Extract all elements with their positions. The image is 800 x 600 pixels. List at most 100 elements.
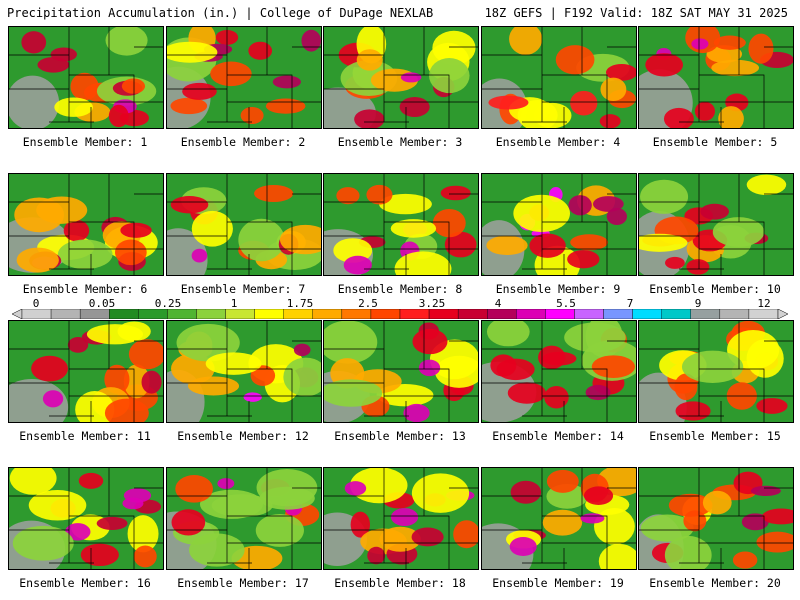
precip-map-panel (166, 173, 322, 276)
precip-map-panel (638, 173, 794, 276)
precip-cell (412, 328, 448, 355)
precip-field (324, 468, 478, 569)
dry-region (9, 378, 69, 422)
precip-cell (712, 217, 765, 247)
precip-cell (78, 472, 104, 489)
precip-cell (210, 61, 252, 87)
ensemble-member-label: Ensemble Member: 12 (177, 429, 309, 443)
precip-cell (681, 350, 744, 384)
precip-cell (75, 391, 115, 422)
precip-cell (279, 224, 321, 255)
precip-cell (108, 104, 129, 128)
precip-cell (141, 370, 162, 394)
state-boundaries (482, 468, 636, 569)
precip-cell (120, 222, 152, 238)
precip-cell (718, 106, 744, 128)
colorbar-tick-label: 3.25 (418, 297, 446, 310)
colorbar-segment (574, 309, 604, 319)
precip-cell (128, 339, 163, 370)
precip-cell (700, 203, 729, 220)
precip-cell (664, 535, 712, 569)
ensemble-member-label: Ensemble Member: 3 (337, 135, 463, 149)
precip-cell (509, 27, 543, 55)
precip-cell (250, 365, 276, 386)
precip-cell (115, 239, 147, 266)
precip-cell (668, 493, 713, 517)
precip-map-panel (323, 173, 479, 276)
precip-cell (702, 490, 732, 515)
precip-cell (583, 486, 614, 505)
precip-map-panel (8, 320, 164, 423)
precip-cell (191, 210, 233, 247)
state-boundaries (639, 174, 793, 275)
ensemble-member-label: Ensemble Member: 14 (492, 429, 624, 443)
ensemble-member-label: Ensemble Member: 7 (180, 282, 306, 296)
precip-cell (324, 321, 378, 364)
state-boundaries (324, 468, 478, 569)
precip-cell (123, 364, 150, 399)
colorbar-tick-label: 0.25 (154, 297, 182, 310)
state-boundaries (324, 321, 478, 422)
precip-cell (133, 545, 157, 568)
precip-cell (42, 390, 64, 408)
precip-cell (580, 513, 605, 524)
precip-field (639, 27, 793, 128)
precip-cell (591, 355, 636, 379)
precip-cell (640, 179, 689, 214)
precip-cell (399, 97, 430, 117)
ensemble-member-label: Ensemble Member: 10 (649, 282, 781, 296)
precip-field (167, 468, 321, 569)
precip-cell (546, 469, 579, 493)
colorbar-segment (516, 309, 546, 319)
precip-field (167, 321, 321, 422)
precip-map-panel (166, 467, 322, 570)
colorbar-segment (545, 309, 575, 319)
precip-cell (594, 508, 635, 545)
precip-cell (746, 174, 787, 195)
ensemble-member-label: Ensemble Member: 11 (19, 429, 151, 443)
precip-cell (65, 523, 91, 541)
precip-cell (354, 109, 385, 128)
precip-cell (336, 187, 360, 205)
precip-cell (366, 184, 393, 205)
state-boundaries (167, 321, 321, 422)
precip-cell (748, 33, 774, 64)
ensemble-member-label: Ensemble Member: 19 (492, 576, 624, 590)
precip-cell (248, 41, 273, 60)
ensemble-member-label: Ensemble Member: 20 (649, 576, 781, 590)
precip-cell (9, 468, 57, 495)
precip-cell (367, 546, 386, 565)
precip-cell (390, 508, 419, 527)
precip-cell (435, 355, 478, 388)
precip-field (9, 468, 163, 569)
precip-map-panel (323, 320, 479, 423)
ensemble-member-label: Ensemble Member: 6 (22, 282, 148, 296)
colorbar-segment (167, 309, 197, 319)
precip-cell (350, 511, 371, 538)
colorbar-tick-label: 1 (230, 297, 238, 310)
precip-cell (254, 185, 294, 203)
precip-map-panel (8, 26, 164, 129)
precip-cell (265, 98, 306, 114)
precip-cell (732, 551, 758, 569)
state-boundaries (639, 27, 793, 128)
state-boundaries (167, 174, 321, 275)
precip-map-panel (638, 467, 794, 570)
precip-cell (418, 359, 441, 377)
precip-field (9, 174, 163, 275)
precip-cell (756, 398, 788, 414)
precip-cell (762, 508, 793, 525)
colorbar-segment (399, 309, 430, 319)
colorbar-segment (109, 309, 139, 319)
precip-cell (301, 29, 321, 52)
run-info: 18Z GEFS | F192 Valid: 18Z SAT MAY 31 20… (484, 6, 788, 20)
precip-cell (411, 527, 444, 547)
ensemble-member-label: Ensemble Member: 8 (337, 282, 463, 296)
precip-cell (663, 107, 694, 128)
precip-cell (403, 403, 430, 422)
precip-cell (686, 259, 710, 275)
ensemble-member-label: Ensemble Member: 9 (495, 282, 621, 296)
precip-cell (283, 357, 321, 397)
state-boundaries (482, 321, 636, 422)
colorbar-tick-label: 2.5 (358, 297, 378, 310)
